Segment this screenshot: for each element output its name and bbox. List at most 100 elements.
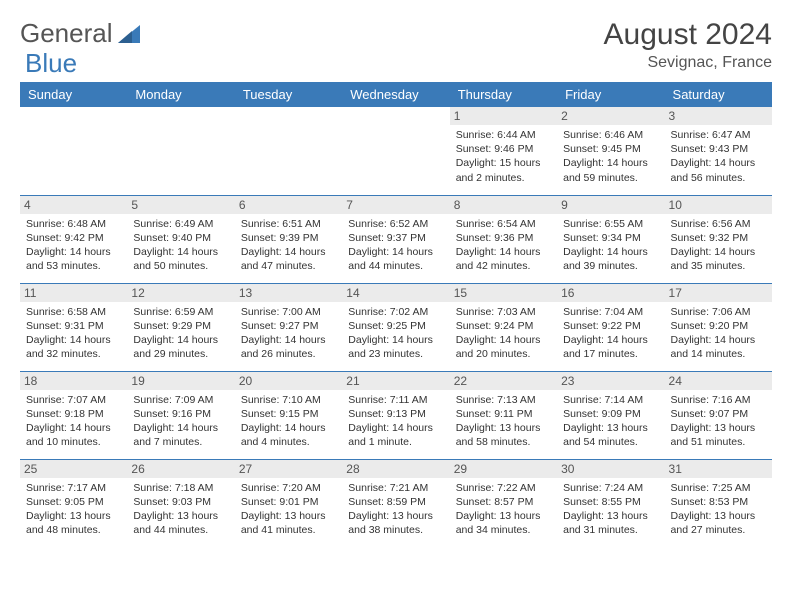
calendar-cell: 3Sunrise: 6:47 AMSunset: 9:43 PMDaylight… (665, 107, 772, 195)
sunset-line: Sunset: 9:31 PM (26, 320, 104, 332)
day-info: Sunrise: 7:04 AMSunset: 9:22 PMDaylight:… (563, 305, 658, 362)
sunrise-line: Sunrise: 6:47 AM (671, 129, 751, 141)
calendar-cell: 20 Sunrise: 7:10 AMSunset: 9:15 PMDayligh… (235, 371, 342, 459)
day-info: Sunrise: 7:17 AMSunset: 9:05 PMDaylight:… (26, 481, 121, 538)
sunset-line: Sunset: 9:18 PM (26, 408, 104, 420)
day-number: 16 (557, 284, 664, 302)
sunset-line: Sunset: 9:20 PM (671, 320, 749, 332)
sunrise-line: Sunrise: 6:58 AM (26, 306, 106, 318)
day-number: 12 (127, 284, 234, 302)
logo-triangle-icon (118, 25, 140, 43)
calendar-cell: 29 Sunrise: 7:22 AMSunset: 8:57 PMDayligh… (450, 459, 557, 547)
daylight-line: Daylight: 14 hours and 53 minutes. (26, 246, 111, 272)
calendar-cell: 27Sunrise: 7:20 AMSunset: 9:01 PMDayligh… (235, 459, 342, 547)
calendar-cell: 16 Sunrise: 7:04 AMSunset: 9:22 PMDayligh… (557, 283, 664, 371)
daylight-line: Daylight: 14 hours and 42 minutes. (456, 246, 541, 272)
calendar-cell: 4 Sunrise: 6:48 AMSunset: 9:42 PMDaylight… (20, 195, 127, 283)
sunset-line: Sunset: 9:25 PM (348, 320, 426, 332)
sunrise-line: Sunrise: 7:13 AM (456, 394, 536, 406)
day-number: 20 (235, 372, 342, 390)
calendar-table: Sunday Monday Tuesday Wednesday Thursday… (20, 82, 772, 547)
day-number: 21 (342, 372, 449, 390)
day-number: 11 (20, 284, 127, 302)
sunset-line: Sunset: 9:24 PM (456, 320, 534, 332)
day-info: Sunrise: 7:24 AMSunset: 8:55 PMDaylight:… (563, 481, 658, 538)
sunset-line: Sunset: 9:16 PM (133, 408, 211, 420)
daylight-line: Daylight: 14 hours and 39 minutes. (563, 246, 648, 272)
calendar-cell: 28Sunrise: 7:21 AMSunset: 8:59 PMDayligh… (342, 459, 449, 547)
sunrise-line: Sunrise: 7:14 AM (563, 394, 643, 406)
daylight-line: Daylight: 13 hours and 48 minutes. (26, 510, 111, 536)
calendar-row: 1Sunrise: 6:44 AMSunset: 9:46 PMDaylight… (20, 107, 772, 195)
daylight-line: Daylight: 14 hours and 47 minutes. (241, 246, 326, 272)
calendar-cell: 5Sunrise: 6:49 AMSunset: 9:40 PMDaylight… (127, 195, 234, 283)
calendar-cell: 23Sunrise: 7:14 AMSunset: 9:09 PMDayligh… (557, 371, 664, 459)
sunset-line: Sunset: 8:59 PM (348, 496, 426, 508)
calendar-cell: 2Sunrise: 6:46 AMSunset: 9:45 PMDaylight… (557, 107, 664, 195)
day-info: Sunrise: 6:44 AMSunset: 9:46 PMDaylight:… (456, 128, 551, 185)
sunset-line: Sunset: 8:55 PM (563, 496, 641, 508)
day-info: Sunrise: 6:58 AMSunset: 9:31 PMDaylight:… (26, 305, 121, 362)
header: General August 2024 Sevignac, France (20, 18, 772, 72)
calendar-cell: 13Sunrise: 7:00 AMSunset: 9:27 PMDayligh… (235, 283, 342, 371)
sunset-line: Sunset: 9:37 PM (348, 232, 426, 244)
calendar-body: 1Sunrise: 6:44 AMSunset: 9:46 PMDaylight… (20, 107, 772, 547)
sunset-line: Sunset: 9:46 PM (456, 143, 534, 155)
day-info: Sunrise: 7:22 AMSunset: 8:57 PMDaylight:… (456, 481, 551, 538)
calendar-row: 18Sunrise: 7:07 AMSunset: 9:18 PMDayligh… (20, 371, 772, 459)
day-number: 3 (665, 107, 772, 125)
daylight-line: Daylight: 14 hours and 50 minutes. (133, 246, 218, 272)
calendar-cell: 30 Sunrise: 7:24 AMSunset: 8:55 PMDayligh… (557, 459, 664, 547)
daylight-line: Daylight: 14 hours and 56 minutes. (671, 157, 756, 183)
day-number: 29 (450, 460, 557, 478)
day-number: 30 (557, 460, 664, 478)
calendar-cell: 12 Sunrise: 6:59 AMSunset: 9:29 PMDayligh… (127, 283, 234, 371)
daylight-line: Daylight: 13 hours and 31 minutes. (563, 510, 648, 536)
sunrise-line: Sunrise: 7:16 AM (671, 394, 751, 406)
sunrise-line: Sunrise: 7:02 AM (348, 306, 428, 318)
sunset-line: Sunset: 9:27 PM (241, 320, 319, 332)
day-info: Sunrise: 7:25 AMSunset: 8:53 PMDaylight:… (671, 481, 766, 538)
sunset-line: Sunset: 9:45 PM (563, 143, 641, 155)
calendar-cell (20, 107, 127, 195)
sunset-line: Sunset: 9:09 PM (563, 408, 641, 420)
sunset-line: Sunset: 9:03 PM (133, 496, 211, 508)
daylight-line: Daylight: 14 hours and 14 minutes. (671, 334, 756, 360)
daylight-line: Daylight: 14 hours and 17 minutes. (563, 334, 648, 360)
daylight-line: Daylight: 14 hours and 1 minute. (348, 422, 433, 448)
sunset-line: Sunset: 9:36 PM (456, 232, 534, 244)
day-number: 15 (450, 284, 557, 302)
calendar-cell: 25 Sunrise: 7:17 AMSunset: 9:05 PMDayligh… (20, 459, 127, 547)
sunset-line: Sunset: 9:01 PM (241, 496, 319, 508)
day-number: 14 (342, 284, 449, 302)
daylight-line: Daylight: 14 hours and 10 minutes. (26, 422, 111, 448)
sunrise-line: Sunrise: 6:49 AM (133, 218, 213, 230)
day-number: 25 (20, 460, 127, 478)
day-number: 10 (665, 196, 772, 214)
day-info: Sunrise: 6:48 AMSunset: 9:42 PMDaylight:… (26, 217, 121, 274)
sunrise-line: Sunrise: 6:54 AM (456, 218, 536, 230)
calendar-cell: 18Sunrise: 7:07 AMSunset: 9:18 PMDayligh… (20, 371, 127, 459)
day-info: Sunrise: 6:46 AMSunset: 9:45 PMDaylight:… (563, 128, 658, 185)
sunset-line: Sunset: 8:57 PM (456, 496, 534, 508)
sunset-line: Sunset: 9:11 PM (456, 408, 533, 420)
day-info: Sunrise: 7:10 AMSunset: 9:15 PMDaylight:… (241, 393, 336, 450)
day-number: 23 (557, 372, 664, 390)
day-info: Sunrise: 7:09 AMSunset: 9:16 PMDaylight:… (133, 393, 228, 450)
daylight-line: Daylight: 14 hours and 59 minutes. (563, 157, 648, 183)
day-info: Sunrise: 6:59 AMSunset: 9:29 PMDaylight:… (133, 305, 228, 362)
sunset-line: Sunset: 9:32 PM (671, 232, 749, 244)
weekday-header: Sunday (20, 82, 127, 107)
sunset-line: Sunset: 9:05 PM (26, 496, 104, 508)
day-number: 17 (665, 284, 772, 302)
day-info: Sunrise: 7:11 AMSunset: 9:13 PMDaylight:… (348, 393, 443, 450)
day-info: Sunrise: 7:02 AMSunset: 9:25 PMDaylight:… (348, 305, 443, 362)
day-number: 19 (127, 372, 234, 390)
calendar-cell: 21 Sunrise: 7:11 AMSunset: 9:13 PMDayligh… (342, 371, 449, 459)
day-info: Sunrise: 7:00 AMSunset: 9:27 PMDaylight:… (241, 305, 336, 362)
day-info: Sunrise: 7:21 AMSunset: 8:59 PMDaylight:… (348, 481, 443, 538)
daylight-line: Daylight: 14 hours and 26 minutes. (241, 334, 326, 360)
calendar-cell: 22Sunrise: 7:13 AMSunset: 9:11 PMDayligh… (450, 371, 557, 459)
weekday-header: Saturday (665, 82, 772, 107)
day-number: 4 (20, 196, 127, 214)
